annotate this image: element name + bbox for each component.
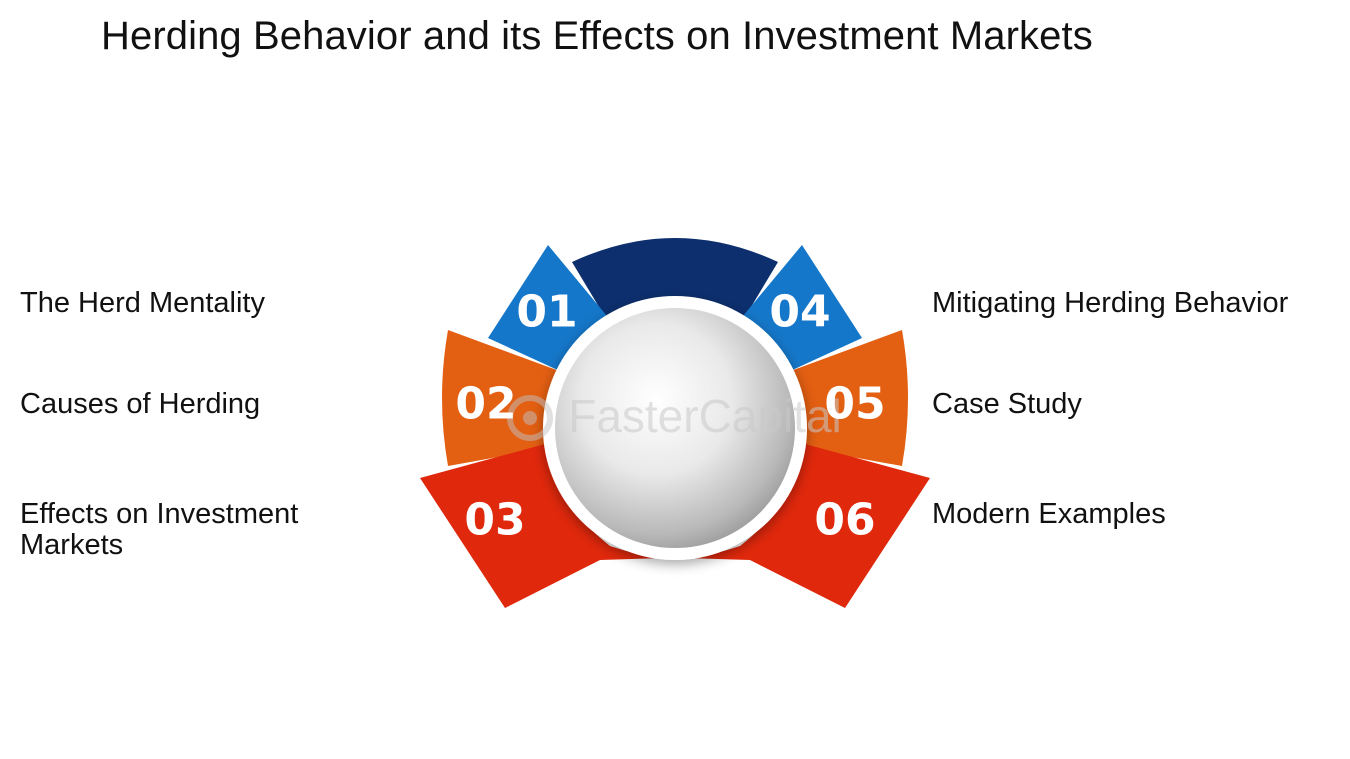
segment-06 <box>685 444 930 608</box>
number-04: 04 <box>769 287 830 338</box>
watermark-logo <box>507 395 553 441</box>
label-mitigating-herding: Mitigating Herding Behavior <box>932 287 1289 319</box>
number-06: 06 <box>814 495 875 546</box>
segment-05 <box>788 330 908 466</box>
segment-02 <box>442 330 562 466</box>
number-02: 02 <box>455 379 516 430</box>
label-case-study: Case Study <box>932 388 1082 420</box>
number-03: 03 <box>464 495 525 546</box>
page-title: Herding Behavior and its Effects on Inve… <box>101 14 1093 58</box>
label-effects-on-markets: Effects on Investment Markets <box>20 498 299 561</box>
segment-top-arch <box>572 238 778 322</box>
label-modern-examples: Modern Examples <box>932 498 1166 530</box>
number-01: 01 <box>516 287 577 338</box>
watermark-text: FasterCapital <box>568 390 842 442</box>
segment-03 <box>420 444 665 608</box>
number-05: 05 <box>824 379 885 430</box>
label-causes-of-herding: Causes of Herding <box>20 388 261 420</box>
label-herd-mentality: The Herd Mentality <box>20 287 265 319</box>
center-sphere <box>555 308 795 548</box>
